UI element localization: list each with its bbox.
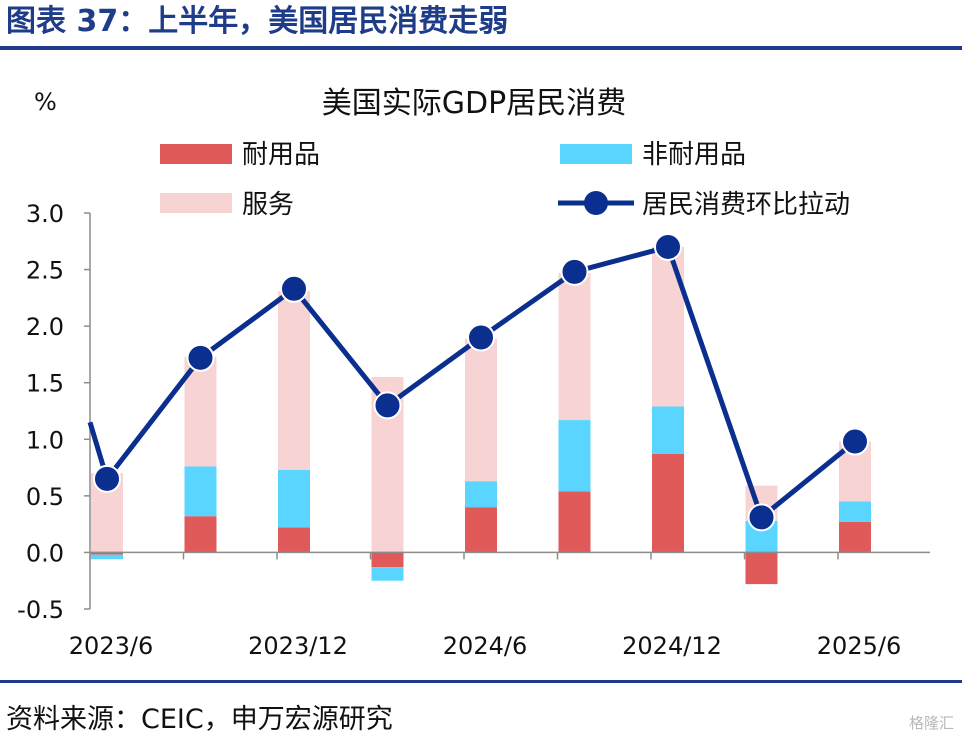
- figure-title: 图表 37：上半年，美国居民消费走弱: [6, 4, 509, 39]
- consumption-point: [841, 427, 869, 456]
- bar-nondurable: [371, 567, 404, 581]
- bar-nondurable: [465, 481, 497, 508]
- x-axis-ticks: 2023/6 2023/12 2024/6 2024/12 2025/6: [69, 552, 901, 660]
- consumption-point: [373, 391, 402, 420]
- legend-marker-consumption: [584, 191, 608, 215]
- bar-nondurable: [558, 420, 591, 492]
- consumption-point: [93, 464, 121, 493]
- title-underline: [0, 46, 962, 50]
- consumption-line: [87, 244, 857, 520]
- bar-services: [278, 291, 310, 470]
- x-tick-label: 2023/6: [69, 632, 153, 660]
- chart-title: 美国实际GDP居民消费: [322, 86, 626, 121]
- bar-nondurable: [91, 554, 123, 560]
- x-tick-label: 2023/12: [248, 632, 348, 660]
- bar-durable: [839, 521, 871, 553]
- bar-durable: [745, 552, 778, 585]
- y-tick-label: 2.0: [26, 313, 64, 341]
- bar-durable: [558, 491, 591, 553]
- consumption-chart: % 美国实际GDP居民消费 耐用品 非耐用品 服务 居民消费环比拉动 3.0 2.…: [17, 86, 930, 660]
- bar-services: [465, 338, 497, 482]
- watermark: 格隆汇: [908, 714, 954, 732]
- y-tick-label: 0.5: [26, 483, 64, 511]
- consumption-point: [654, 232, 682, 261]
- y-axis-unit-label: %: [34, 88, 57, 116]
- bar-services: [652, 246, 684, 407]
- bar-series: [91, 246, 871, 585]
- x-tick-label: 2025/6: [817, 632, 901, 660]
- bar-durable: [371, 552, 404, 568]
- bar-durable: [278, 527, 310, 553]
- bar-nondurable: [278, 469, 310, 528]
- y-tick-label: 1.0: [26, 426, 64, 454]
- y-axis-ticks: 3.0 2.5 2.0 1.5 1.0 0.5 0.0 -0.5: [17, 200, 90, 624]
- consumption-point: [186, 343, 215, 372]
- legend-swatch-services: [160, 193, 232, 213]
- bar-durable: [465, 507, 497, 553]
- y-tick-label: 2.5: [26, 257, 64, 285]
- consumption-point: [467, 323, 495, 352]
- y-tick-label: 3.0: [26, 200, 64, 228]
- consumption-point: [560, 257, 589, 286]
- legend-label-services: 服务: [242, 190, 294, 220]
- legend-swatch-durable: [160, 144, 232, 164]
- legend-label-consumption: 居民消费环比拉动: [642, 190, 850, 220]
- y-tick-label: -0.5: [17, 596, 64, 624]
- footer-rule: [0, 680, 962, 683]
- legend: 耐用品 非耐用品 服务 居民消费环比拉动: [160, 140, 850, 220]
- bar-nondurable: [839, 501, 871, 522]
- bar-services: [558, 272, 591, 421]
- x-tick-label: 2024/6: [443, 632, 527, 660]
- bar-nondurable: [184, 466, 217, 517]
- y-tick-label: 0.0: [26, 539, 64, 567]
- legend-label-durable: 耐用品: [242, 140, 320, 170]
- source-note: 资料来源：CEIC，申万宏源研究: [6, 704, 393, 735]
- bar-durable: [652, 453, 684, 553]
- bar-nondurable: [652, 406, 684, 454]
- consumption-line-series: [87, 232, 869, 532]
- consumption-point: [747, 503, 776, 532]
- consumption-point: [280, 274, 308, 303]
- legend-swatch-nondurable: [560, 144, 632, 164]
- bar-durable: [91, 552, 123, 555]
- legend-label-nondurable: 非耐用品: [642, 140, 746, 170]
- y-tick-label: 1.5: [26, 370, 64, 398]
- x-tick-label: 2024/12: [622, 632, 722, 660]
- bar-durable: [184, 516, 217, 553]
